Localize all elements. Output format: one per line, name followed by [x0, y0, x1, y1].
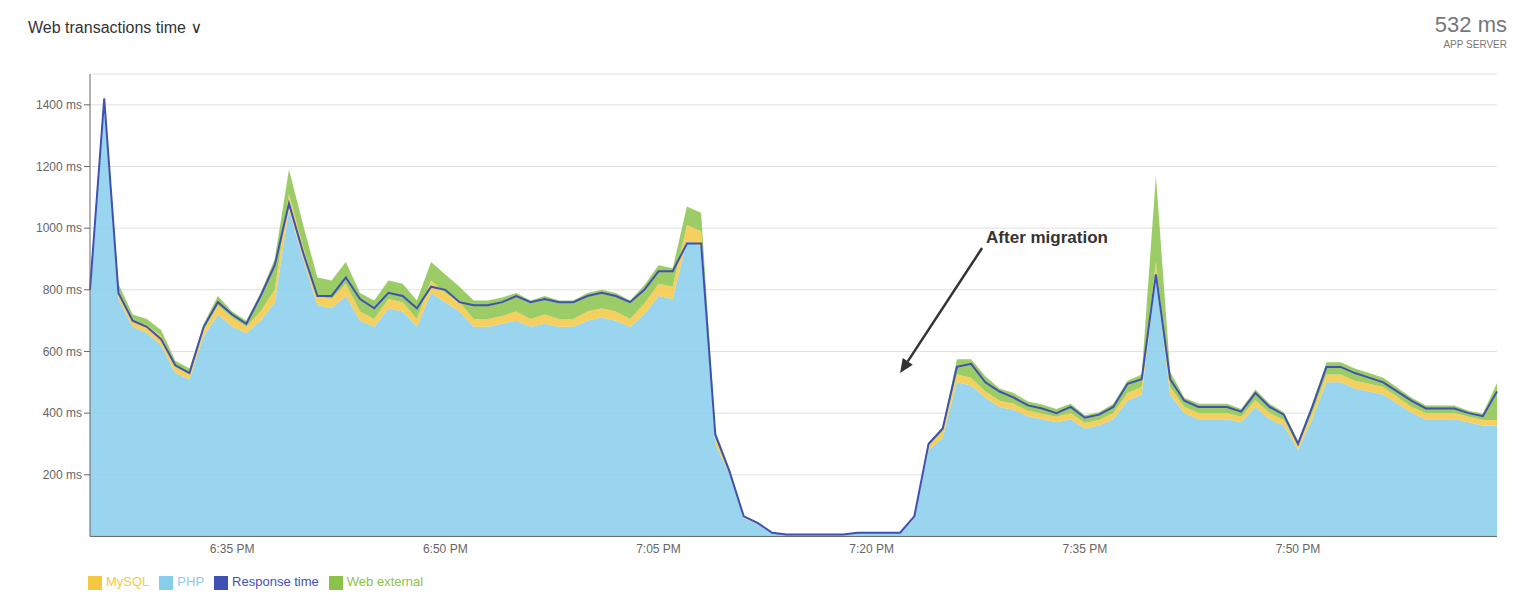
- html-text:532 ms: 532 ms: [1434, 12, 1507, 37]
- svg-text:6:35 PM: 6:35 PM: [210, 542, 255, 556]
- svg-text:400 ms: 400 ms: [43, 406, 82, 420]
- svg-text:7:50 PM: 7:50 PM: [1276, 542, 1321, 556]
- html-text:PHP: PHP: [177, 574, 205, 590]
- svg-text:6:50 PM: 6:50 PM: [423, 542, 468, 556]
- svg-text:600 ms: 600 ms: [43, 345, 82, 359]
- svg-text:1200 ms: 1200 ms: [36, 160, 82, 174]
- html-text:APP SERVER: APP SERVER: [1443, 39, 1507, 50]
- html-text:Response time: Response time: [232, 574, 319, 590]
- svg-text:200 ms: 200 ms: [43, 468, 82, 482]
- html-text:MySQL: MySQL: [106, 574, 150, 590]
- svg-text:800 ms: 800 ms: [43, 283, 82, 297]
- svg-text:After migration: After migration: [986, 228, 1108, 247]
- svg-text:7:35 PM: 7:35 PM: [1062, 542, 1107, 556]
- html-text:Web transactions time ∨: Web transactions time ∨: [28, 19, 203, 36]
- svg-text:7:20 PM: 7:20 PM: [849, 542, 894, 556]
- svg-text:7:05 PM: 7:05 PM: [636, 542, 681, 556]
- html-text:Web external: Web external: [346, 574, 424, 590]
- svg-text:1000 ms: 1000 ms: [36, 221, 82, 235]
- svg-text:1400 ms: 1400 ms: [36, 98, 82, 112]
